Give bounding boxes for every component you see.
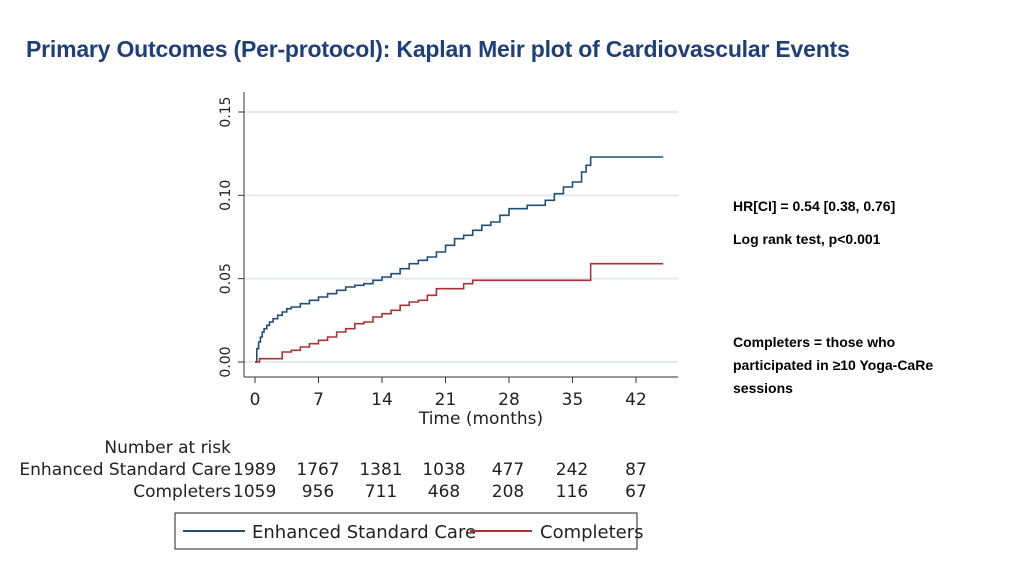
risk-value-1-4: 208 <box>492 482 524 502</box>
number-at-risk-table: Number at risk Enhanced Standard Care 198… <box>19 438 646 502</box>
x-tick-label-1: 7 <box>313 390 324 410</box>
completers-definition-note: Completers = those who participated in ≥… <box>733 331 993 400</box>
x-tick-label-0: 0 <box>250 390 261 410</box>
y-tick-label-2: 0.10 <box>218 180 234 211</box>
page-title: Primary Outcomes (Per-protocol): Kaplan … <box>26 36 850 62</box>
y-tick-label-3: 0.15 <box>218 96 234 127</box>
gridlines <box>244 111 678 363</box>
x-axis-label: Time (months) <box>418 409 543 429</box>
risk-header: Number at risk <box>104 438 231 458</box>
axes <box>243 92 678 378</box>
risk-value-0-6: 87 <box>625 460 647 480</box>
legend-label-completers: Completers <box>540 522 644 543</box>
risk-value-1-5: 116 <box>556 482 588 502</box>
y-tick-label-0: 0.00 <box>218 346 234 377</box>
risk-value-1-6: 67 <box>625 482 647 502</box>
risk-value-0-3: 1038 <box>422 460 465 480</box>
series-lines <box>255 156 664 363</box>
y-ticks: 0.00 0.05 0.10 0.15 <box>218 96 244 378</box>
legend-box <box>174 512 638 550</box>
y-tick-label-1: 0.05 <box>218 263 234 294</box>
risk-value-0-0: 1989 <box>233 460 276 480</box>
risk-value-1-3: 468 <box>428 482 460 502</box>
logrank-note: Log rank test, p<0.001 <box>733 231 881 247</box>
risk-value-1-1: 956 <box>302 482 334 502</box>
risk-value-0-1: 1767 <box>296 460 339 480</box>
risk-value-1-2: 711 <box>365 482 397 502</box>
completers-note-line1: Completers = those who <box>733 334 896 350</box>
legend-label-esc: Enhanced Standard Care <box>252 522 476 543</box>
series-line-completers <box>255 262 664 363</box>
x-tick-label-5: 35 <box>562 390 584 410</box>
risk-value-0-5: 242 <box>556 460 588 480</box>
risk-value-1-0: 1059 <box>233 482 276 502</box>
x-tick-label-6: 42 <box>625 390 647 410</box>
hazard-ratio-note: HR[CI] = 0.54 [0.38, 0.76] <box>733 198 896 214</box>
completers-note-line2: participated in ≥10 Yoga-CaRe <box>733 357 934 373</box>
series-line-enhanced-standard-care <box>255 156 664 363</box>
risk-value-0-2: 1381 <box>359 460 402 480</box>
completers-note-line3: sessions <box>733 380 793 396</box>
x-ticks: 0 7 14 21 28 35 42 <box>250 377 647 410</box>
risk-row-label-1: Completers <box>133 482 231 502</box>
risk-row-label-0: Enhanced Standard Care <box>19 460 231 480</box>
x-tick-label-3: 21 <box>435 390 457 410</box>
x-tick-label-2: 14 <box>371 390 393 410</box>
risk-value-0-4: 477 <box>492 460 524 480</box>
legend: Enhanced Standard Care Completers <box>174 512 644 550</box>
x-tick-label-4: 28 <box>498 390 520 410</box>
